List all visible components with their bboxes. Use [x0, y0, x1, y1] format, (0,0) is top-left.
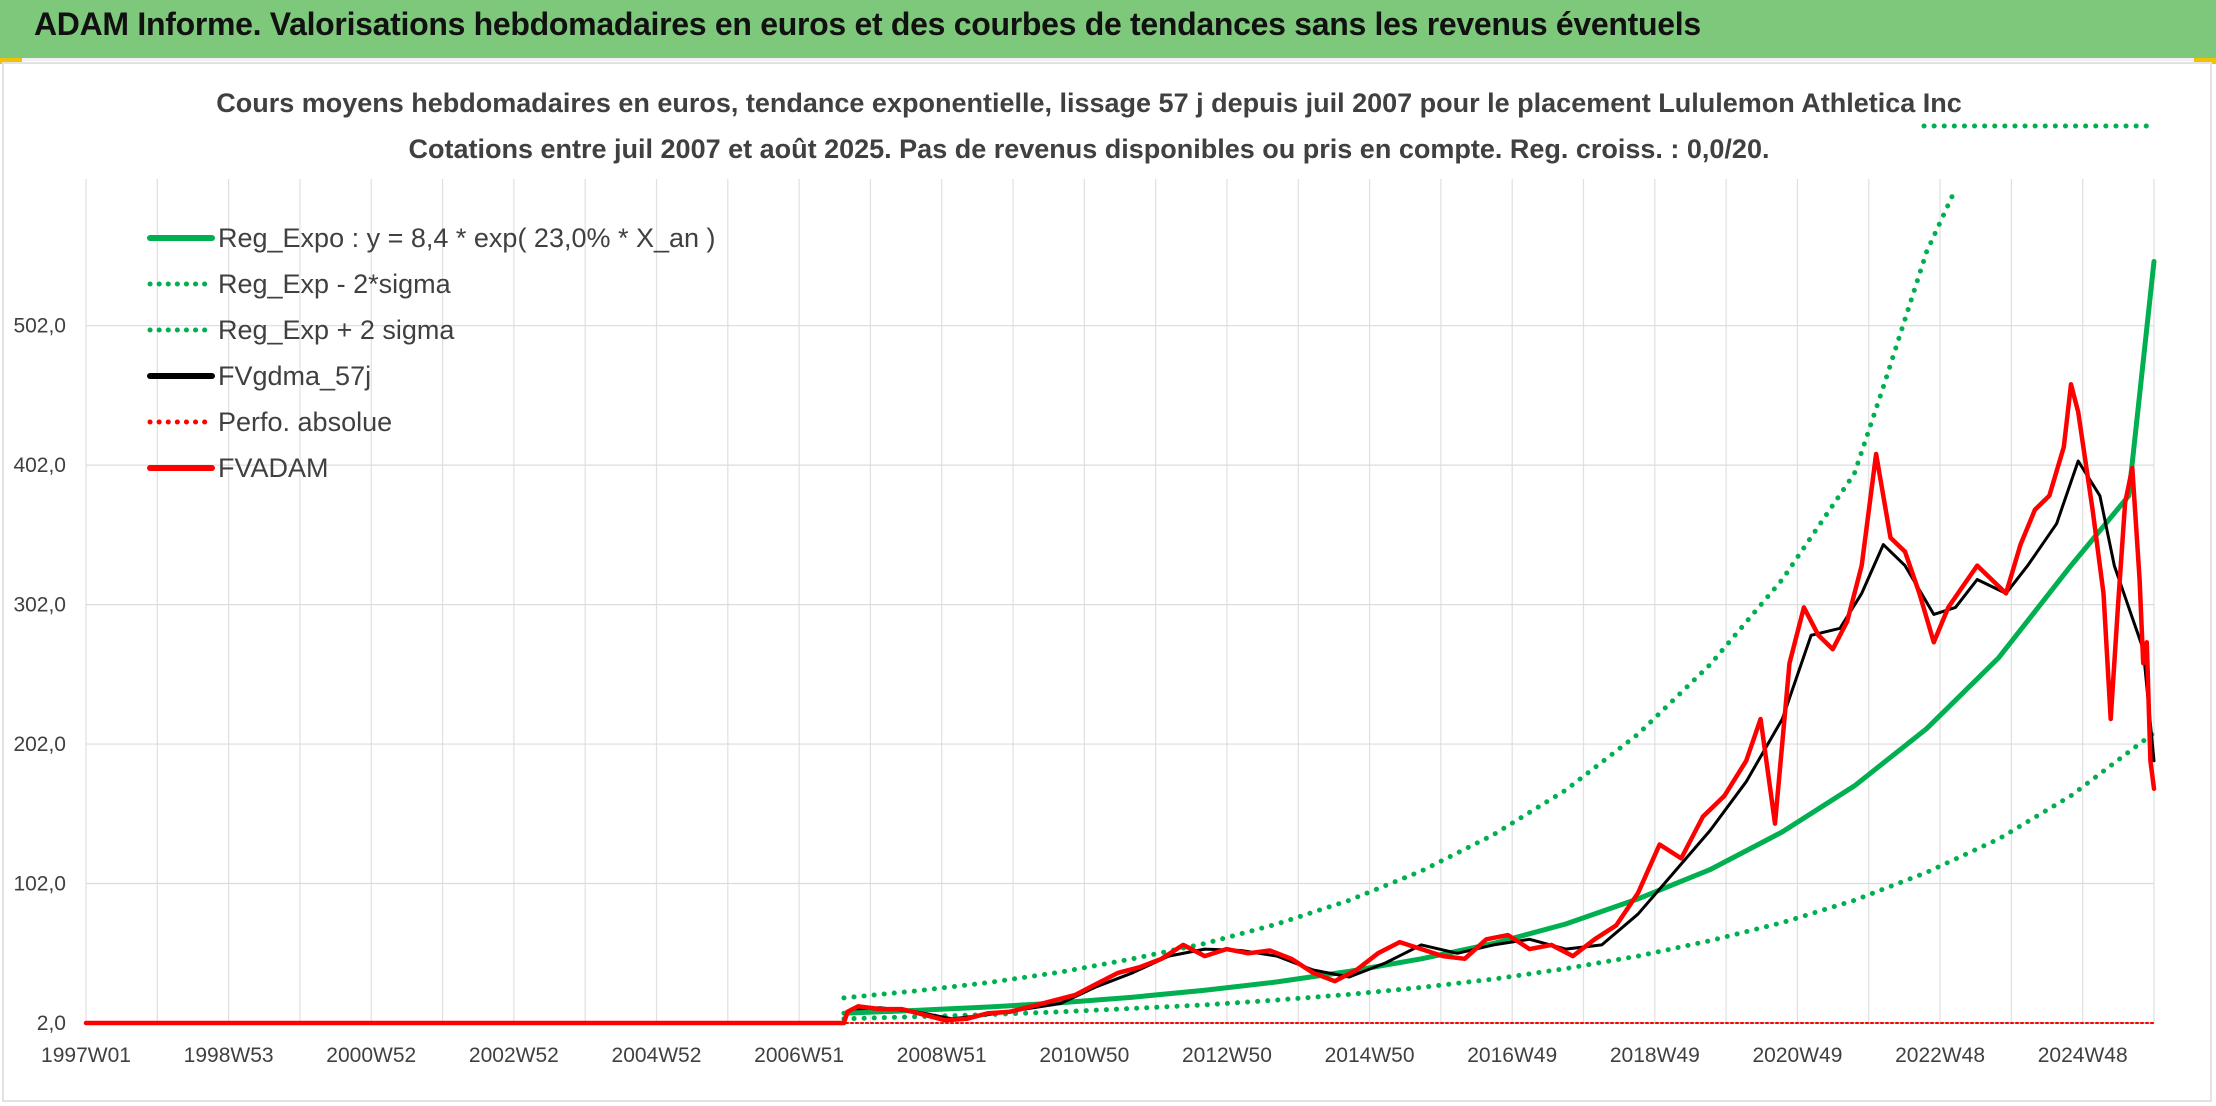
x-tick-label: 2018W49 — [1610, 1044, 1700, 1067]
series-group — [83, 123, 2157, 1026]
chart-subtitle: Cotations entre juil 2007 et août 2025. … — [409, 134, 1770, 164]
legend-label-1: Reg_Exp - 2*sigma — [218, 269, 452, 299]
series-line-3 — [849, 459, 2156, 1021]
corner-accent-left — [0, 58, 22, 64]
legend-label-2: Reg_Exp + 2 sigma — [218, 315, 455, 345]
x-tick-label: 1997W01 — [41, 1044, 131, 1067]
series-line-5 — [83, 382, 2157, 1026]
series-line-0 — [841, 259, 2157, 1016]
y-tick-label: 302,0 — [13, 594, 66, 617]
legend-label-5: FVADAM — [218, 453, 329, 483]
x-tick-label: 2020W49 — [1752, 1044, 1842, 1067]
legend-label-3: FVgdma_57j — [218, 361, 371, 391]
x-tick-label: 2014W50 — [1325, 1044, 1415, 1067]
x-tick-label: 2002W52 — [469, 1044, 559, 1067]
corner-accent-right — [2194, 58, 2216, 64]
y-tick-label: 402,0 — [13, 454, 66, 477]
x-tick-label: 2004W52 — [612, 1044, 702, 1067]
chart-frame: Cours moyens hebdomadaires en euros, ten… — [2, 62, 2212, 1102]
x-tick-label: 2008W51 — [897, 1044, 987, 1067]
price-chart: Cours moyens hebdomadaires en euros, ten… — [13, 88, 2157, 1067]
y-tick-label: 202,0 — [13, 733, 66, 756]
legend-label-4: Perfo. absolue — [218, 407, 392, 437]
x-tick-label: 2024W48 — [2038, 1044, 2128, 1067]
x-tick-label: 1998W53 — [184, 1044, 274, 1067]
legend: Reg_Expo : y = 8,4 * exp( 23,0% * X_an )… — [147, 223, 716, 483]
x-tick-label: 2010W50 — [1039, 1044, 1129, 1067]
grid — [85, 179, 2155, 1024]
y-tick-label: 502,0 — [13, 315, 66, 338]
y-tick-label: 102,0 — [13, 873, 66, 896]
x-tick-label: 2012W50 — [1182, 1044, 1272, 1067]
y-tick-label: 2,0 — [37, 1012, 66, 1035]
legend-label-0: Reg_Expo : y = 8,4 * exp( 23,0% * X_an ) — [218, 223, 716, 253]
banner-title: ADAM Informe. Valorisations hebdomadaire… — [34, 6, 1701, 42]
x-tick-label: 2022W48 — [1895, 1044, 1985, 1067]
chart-title: Cours moyens hebdomadaires en euros, ten… — [216, 88, 1962, 118]
x-tick-label: 2000W52 — [326, 1044, 416, 1067]
series-line-2 — [841, 186, 1958, 1001]
x-tick-label: 2016W49 — [1467, 1044, 1557, 1067]
x-tick-label: 2006W51 — [754, 1044, 844, 1067]
series-line-1 — [841, 730, 2157, 1022]
report-banner: ADAM Informe. Valorisations hebdomadaire… — [0, 0, 2216, 61]
